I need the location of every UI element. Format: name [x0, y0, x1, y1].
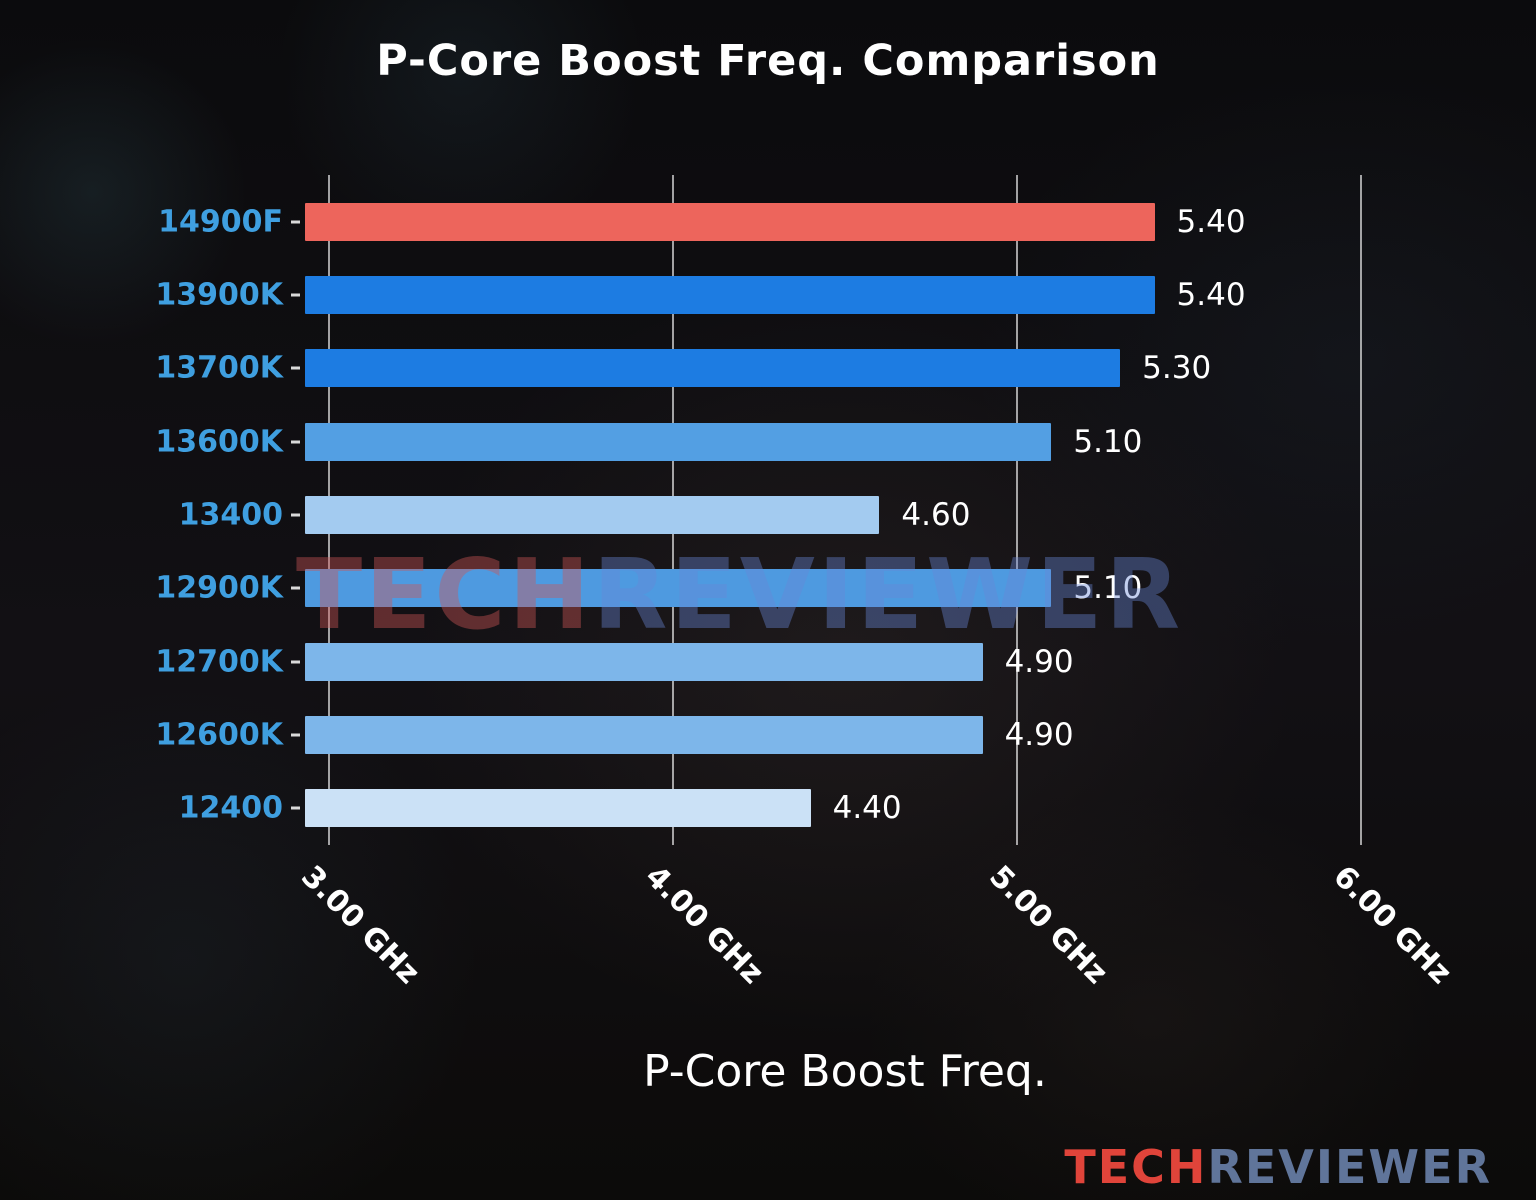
category-label: 12900K [155, 570, 283, 606]
bar-row: 12400 4.40 [179, 772, 1385, 845]
bar-rows: 14900F 5.40 13900K 5.40 13700K 5.30 13600K 5.10… [155, 185, 1385, 845]
bar-12700k [305, 642, 983, 681]
x-tick-label: 4.00 GHz [638, 859, 771, 991]
x-tick-labels: 3.00 GHz 4.00 GHz 5.00 GHz 6.00 GHz [294, 845, 1458, 1045]
value-label: 4.60 [901, 496, 971, 533]
value-label: 4.90 [1004, 716, 1074, 753]
bar-13600k [305, 422, 1052, 461]
value-label: 5.30 [1142, 350, 1212, 387]
x-axis-label: P-Core Boost Freq. [643, 1046, 1047, 1097]
bar-13400 [305, 495, 880, 534]
y-tick-mark [291, 733, 300, 737]
category-label: 13700K [155, 350, 283, 386]
bar-13700k [305, 349, 1121, 388]
y-tick-mark [291, 440, 300, 444]
bar-row: 13900K 5.40 [155, 258, 1385, 331]
bar-row: 13600K 5.10 [155, 405, 1385, 478]
bar-12900k [305, 569, 1052, 608]
bar-13900k [305, 275, 1155, 314]
value-label: 5.10 [1073, 423, 1143, 460]
plot-area: 14900F 5.40 13900K 5.40 13700K 5.30 13600K 5.10… [155, 175, 1458, 991]
bar-row: 13700K 5.30 [155, 332, 1385, 405]
bar-row: 12900K 5.10 [155, 552, 1385, 625]
category-label: 12700K [155, 644, 283, 680]
bar-row: 12700K 4.90 [155, 625, 1385, 698]
value-label: 5.40 [1176, 276, 1246, 313]
category-label: 13600K [155, 424, 283, 460]
y-tick-mark [291, 806, 300, 810]
x-tick-label: 3.00 GHz [294, 859, 427, 991]
bar-14900f [305, 202, 1155, 241]
x-tick-label: 6.00 GHz [1326, 859, 1459, 991]
y-tick-mark [291, 220, 300, 224]
category-label: 14900F [158, 204, 283, 240]
y-tick-mark [291, 366, 300, 370]
y-tick-mark [291, 586, 300, 590]
brand-logo: TECHREVIEWER [1064, 1140, 1492, 1194]
category-label: 13400 [178, 497, 283, 533]
bar-row: 14900F 5.40 [158, 185, 1385, 258]
category-label: 12600K [155, 717, 283, 753]
y-tick-mark [291, 513, 300, 517]
bar-12600k [305, 715, 983, 754]
category-label: 12400 [178, 790, 283, 826]
y-tick-mark [291, 293, 300, 297]
value-label: 5.40 [1176, 203, 1246, 240]
value-label: 5.10 [1073, 570, 1143, 607]
bar-12400 [305, 789, 811, 828]
y-tick-mark [291, 660, 300, 664]
value-label: 4.40 [832, 790, 902, 827]
category-label: 13900K [155, 277, 283, 313]
chart-title: P-Core Boost Freq. Comparison [376, 36, 1160, 86]
brand-logo-tech: TECH [1064, 1140, 1208, 1194]
gridline [1359, 175, 1362, 845]
value-label: 4.90 [1004, 643, 1074, 680]
x-tick-label: 5.00 GHz [982, 859, 1115, 991]
bar-row: 13400 4.60 [179, 478, 1385, 551]
brand-logo-reviewer: REVIEWER [1207, 1140, 1492, 1194]
gridline [1015, 175, 1018, 845]
bar-row: 12600K 4.90 [155, 698, 1385, 771]
